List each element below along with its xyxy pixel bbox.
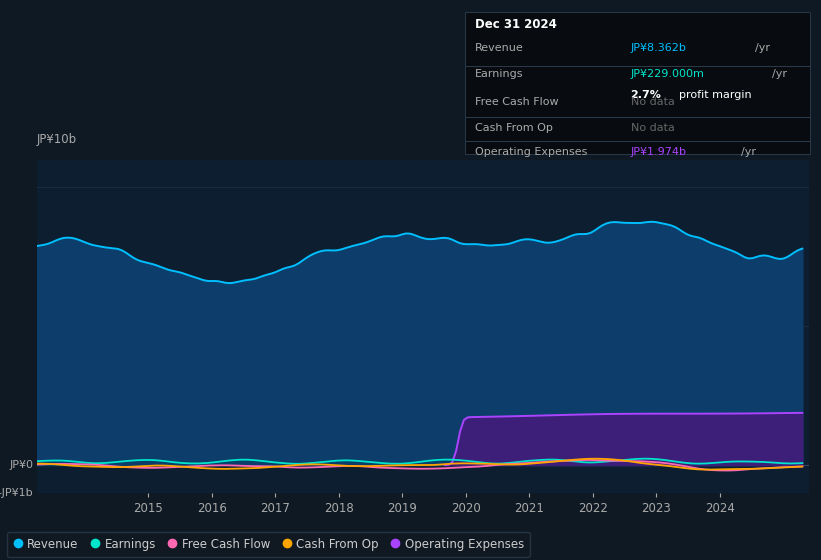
Text: Cash From Op: Cash From Op — [475, 123, 553, 133]
Text: /yr: /yr — [755, 44, 770, 54]
Text: JP¥0: JP¥0 — [9, 460, 33, 470]
Text: profit margin: profit margin — [679, 90, 751, 100]
Text: No data: No data — [631, 97, 675, 108]
Text: Free Cash Flow: Free Cash Flow — [475, 97, 558, 108]
Text: JP¥10b: JP¥10b — [37, 133, 77, 146]
Text: /yr: /yr — [773, 69, 787, 79]
Text: JP¥229.000m: JP¥229.000m — [631, 69, 704, 79]
Text: Dec 31 2024: Dec 31 2024 — [475, 18, 557, 31]
Legend: Revenue, Earnings, Free Cash Flow, Cash From Op, Operating Expenses: Revenue, Earnings, Free Cash Flow, Cash … — [7, 532, 530, 557]
Text: JP¥8.362b: JP¥8.362b — [631, 44, 686, 54]
Text: No data: No data — [631, 123, 675, 133]
Text: JP¥1.974b: JP¥1.974b — [631, 147, 686, 157]
Text: Operating Expenses: Operating Expenses — [475, 147, 588, 157]
Text: Earnings: Earnings — [475, 69, 524, 79]
Text: -JP¥1b: -JP¥1b — [0, 488, 33, 498]
Text: Revenue: Revenue — [475, 44, 524, 54]
Text: 2.7%: 2.7% — [631, 90, 662, 100]
Text: /yr: /yr — [741, 147, 756, 157]
